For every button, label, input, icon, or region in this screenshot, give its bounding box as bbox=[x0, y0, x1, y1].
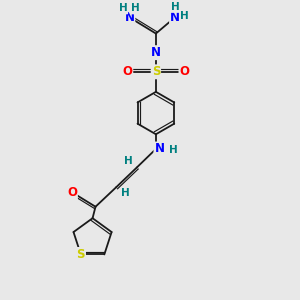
Text: S: S bbox=[76, 248, 85, 261]
Text: N: N bbox=[154, 142, 164, 155]
Text: H: H bbox=[118, 4, 127, 14]
Text: S: S bbox=[152, 65, 160, 78]
Text: N: N bbox=[124, 11, 134, 24]
Text: H: H bbox=[169, 146, 177, 155]
Text: H: H bbox=[171, 2, 179, 12]
Text: H: H bbox=[124, 156, 133, 166]
Text: H: H bbox=[180, 11, 189, 21]
Text: H: H bbox=[131, 4, 140, 14]
Text: H: H bbox=[121, 188, 130, 198]
Text: O: O bbox=[179, 65, 190, 78]
Text: O: O bbox=[122, 65, 132, 78]
Text: N: N bbox=[151, 46, 161, 59]
Text: O: O bbox=[67, 186, 77, 199]
Text: N: N bbox=[170, 11, 180, 24]
